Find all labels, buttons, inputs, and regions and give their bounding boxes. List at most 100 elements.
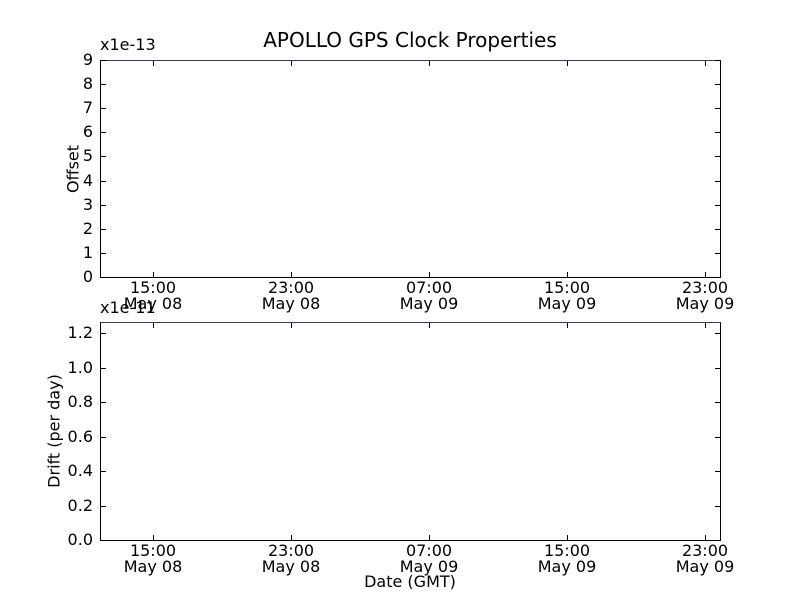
- y-tick-mark: [101, 368, 106, 369]
- y-tick-label: 3: [82, 195, 93, 214]
- y-tick-mark: [715, 84, 720, 85]
- top-subplot-axes: [100, 60, 721, 278]
- x-tick-label: 23:00 May 09: [645, 543, 765, 575]
- y-tick-label: 0.8: [67, 392, 93, 411]
- x-tick-mark: [153, 323, 154, 328]
- x-tick-mark: [567, 323, 568, 328]
- y-tick-mark: [715, 60, 720, 61]
- x-tick-label: 07:00 May 09: [369, 280, 489, 312]
- x-tick-mark: [291, 61, 292, 66]
- y-tick-label: 0.4: [67, 461, 93, 480]
- y-tick-label: 9: [82, 50, 93, 69]
- y-tick-mark: [715, 132, 720, 133]
- y-tick-label: 0.0: [67, 530, 93, 549]
- x-tick-label: 23:00 May 08: [231, 280, 351, 312]
- y-tick-mark: [101, 540, 106, 541]
- y-tick-mark: [715, 156, 720, 157]
- x-tick-label: 23:00 May 09: [645, 280, 765, 312]
- x-axis-label: Date (GMT): [364, 572, 456, 591]
- y-tick-mark: [101, 229, 106, 230]
- y-tick-mark: [715, 437, 720, 438]
- x-tick-mark: [429, 323, 430, 328]
- y-tick-mark: [715, 277, 720, 278]
- x-tick-mark: [429, 272, 430, 277]
- y-tick-mark: [101, 402, 106, 403]
- y-tick-mark: [101, 205, 106, 206]
- x-tick-mark: [567, 535, 568, 540]
- x-tick-mark: [429, 535, 430, 540]
- y-tick-mark: [715, 368, 720, 369]
- bottom-y-scale-offset-text: x1e-11: [100, 298, 156, 317]
- x-tick-date: May 09: [537, 557, 597, 576]
- y-tick-label: 0: [82, 267, 93, 286]
- x-tick-date: May 09: [675, 557, 735, 576]
- x-tick-mark: [153, 535, 154, 540]
- y-tick-mark: [715, 540, 720, 541]
- x-tick-time: 15:00: [129, 278, 177, 297]
- x-tick-date: May 09: [399, 294, 459, 313]
- x-tick-date: May 09: [399, 557, 459, 576]
- bottom-subplot-axes: [100, 322, 721, 541]
- y-tick-mark: [101, 506, 106, 507]
- x-tick-label: 15:00 May 09: [507, 543, 627, 575]
- x-tick-date: May 08: [261, 294, 321, 313]
- y-tick-mark: [715, 181, 720, 182]
- x-tick-label: 15:00 May 08: [93, 280, 213, 312]
- x-tick-mark: [705, 61, 706, 66]
- y-tick-mark: [715, 229, 720, 230]
- y-tick-mark: [101, 277, 106, 278]
- y-tick-mark: [715, 333, 720, 334]
- y-tick-mark: [101, 253, 106, 254]
- x-tick-time: 23:00: [681, 541, 729, 560]
- x-tick-date: May 08: [123, 294, 183, 313]
- x-tick-mark: [291, 535, 292, 540]
- y-tick-label: 1.0: [67, 358, 93, 377]
- x-tick-mark: [153, 272, 154, 277]
- y-tick-mark: [101, 437, 106, 438]
- y-tick-mark: [101, 333, 106, 334]
- y-tick-label: 1.2: [67, 323, 93, 342]
- x-tick-time: 23:00: [267, 541, 315, 560]
- y-tick-label: 0.6: [67, 427, 93, 446]
- y-tick-label: 6: [82, 122, 93, 141]
- y-tick-label: 7: [82, 98, 93, 117]
- y-tick-mark: [715, 253, 720, 254]
- x-tick-time: 07:00: [405, 541, 453, 560]
- x-tick-label: 15:00 May 09: [507, 280, 627, 312]
- x-tick-time: 15:00: [543, 541, 591, 560]
- y-tick-label: 1: [82, 243, 93, 262]
- x-tick-label: 07:00 May 09: [369, 543, 489, 575]
- y-tick-mark: [101, 60, 106, 61]
- x-tick-time: 07:00: [405, 278, 453, 297]
- y-tick-mark: [101, 471, 106, 472]
- y-tick-mark: [101, 132, 106, 133]
- y-tick-mark: [715, 506, 720, 507]
- x-tick-mark: [705, 323, 706, 328]
- x-tick-mark: [567, 61, 568, 66]
- x-tick-mark: [567, 272, 568, 277]
- x-tick-label: 23:00 May 08: [231, 543, 351, 575]
- top-y-scale-offset-text: x1e-13: [100, 35, 156, 54]
- x-tick-date: May 09: [675, 294, 735, 313]
- x-tick-date: May 08: [261, 557, 321, 576]
- y-tick-label: 4: [82, 171, 93, 190]
- chart-title: APOLLO GPS Clock Properties: [263, 28, 557, 52]
- x-tick-time: 23:00: [267, 278, 315, 297]
- x-tick-mark: [429, 61, 430, 66]
- y-tick-mark: [101, 108, 106, 109]
- y-tick-label: 8: [82, 74, 93, 93]
- x-tick-time: 23:00: [681, 278, 729, 297]
- y-tick-mark: [715, 402, 720, 403]
- y-tick-label: 2: [82, 219, 93, 238]
- x-tick-mark: [705, 272, 706, 277]
- x-tick-date: May 09: [537, 294, 597, 313]
- y-tick-label: 0.2: [67, 496, 93, 515]
- y-tick-mark: [101, 84, 106, 85]
- y-tick-mark: [715, 205, 720, 206]
- x-tick-label: 15:00 May 08: [93, 543, 213, 575]
- x-tick-time: 15:00: [543, 278, 591, 297]
- x-tick-mark: [291, 323, 292, 328]
- y-tick-mark: [101, 181, 106, 182]
- y-tick-label: 5: [82, 146, 93, 165]
